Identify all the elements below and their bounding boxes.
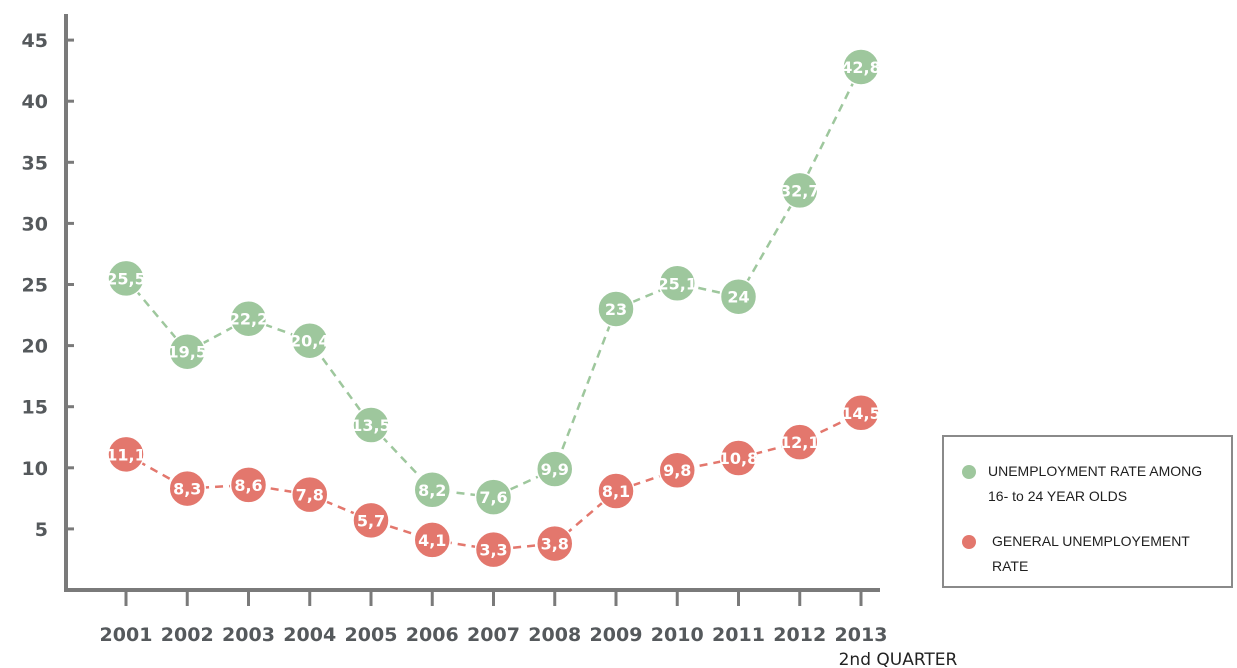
data-point-general — [597, 472, 635, 510]
data-point-general — [352, 501, 390, 540]
x-tick-label: 2005 — [345, 624, 398, 646]
y-tick-label: 35 — [22, 152, 48, 174]
data-label-youth: 9,9 — [541, 460, 569, 479]
data-point-youth — [597, 290, 635, 328]
data-point-youth — [658, 264, 696, 303]
axes — [64, 14, 880, 606]
x-tick-label: 2001 — [100, 624, 153, 646]
data-label-general: 12,1 — [780, 433, 819, 452]
legend-general-line2: RATE — [992, 558, 1029, 574]
data-point-youth — [352, 406, 390, 444]
data-label-youth: 22,2 — [229, 310, 268, 329]
data-point-youth — [168, 332, 206, 371]
data-point-general — [474, 530, 513, 569]
legend-label-general: GENERAL UNEMPLOYEMENT RATE — [992, 529, 1190, 579]
series-points: 25,5 19,5 22,2 20,4 13,5 8,2 7,6 9,9 23 25,1 24 32,… — [106, 48, 881, 569]
data-point-general — [291, 475, 329, 514]
data-label-general: 8,3 — [173, 480, 201, 499]
data-label-youth: 20,4 — [290, 332, 329, 351]
data-label-youth: 19,5 — [168, 343, 207, 362]
legend-label-youth: UNEMPLOYMENT RATE AMONG 16- to 24 YEAR O… — [988, 459, 1202, 509]
data-point-youth — [781, 171, 819, 210]
x-tick-label: 2010 — [651, 624, 704, 646]
y-tick-label: 25 — [22, 275, 48, 297]
data-point-general — [719, 439, 758, 477]
data-point-youth — [842, 48, 880, 86]
data-point-youth — [107, 259, 145, 298]
x-tick-label: 2002 — [161, 624, 214, 646]
data-label-youth: 23 — [605, 300, 627, 319]
y-tick-label: 15 — [22, 397, 48, 419]
data-label-general: 3,8 — [541, 535, 569, 554]
y-tick-label: 45 — [22, 30, 48, 52]
data-label-youth: 24 — [727, 288, 749, 307]
tick-labels: 5 10 15 20 25 30 35 40 45 2001 2002 2003 2004 2005 200… — [22, 30, 958, 668]
x-tick-label: 2011 — [712, 624, 765, 646]
data-label-general: 8,1 — [602, 482, 630, 501]
x-tick-sublabel: 2nd QUARTER — [839, 650, 958, 668]
data-label-youth: 32,7 — [780, 181, 819, 200]
data-point-general — [842, 394, 880, 432]
data-point-general — [536, 524, 574, 563]
data-point-youth — [474, 478, 513, 516]
y-tick-label: 40 — [22, 91, 48, 113]
x-tick-label: 2009 — [590, 624, 643, 646]
y-tick-label: 5 — [35, 519, 48, 541]
data-label-youth: 42,8 — [841, 58, 880, 77]
data-label-general: 11,1 — [106, 445, 145, 464]
data-point-general — [413, 521, 451, 559]
legend: UNEMPLOYMENT RATE AMONG 16- to 24 YEAR O… — [942, 435, 1233, 588]
data-label-youth: 13,5 — [351, 416, 390, 435]
legend-youth-line1: UNEMPLOYMENT RATE AMONG — [988, 463, 1203, 479]
data-label-youth: 8,2 — [418, 481, 446, 500]
data-label-general: 5,7 — [357, 511, 385, 530]
data-point-youth — [229, 299, 268, 338]
series-line-youth — [125, 66, 863, 499]
data-point-general — [229, 466, 268, 504]
data-label-general: 10,8 — [719, 449, 758, 468]
y-tick-label: 20 — [22, 336, 48, 358]
data-point-youth — [291, 321, 329, 360]
legend-entry-youth: UNEMPLOYMENT RATE AMONG 16- to 24 YEAR O… — [962, 463, 1223, 509]
x-tick-label: 2004 — [283, 624, 336, 646]
data-label-general: 14,5 — [841, 404, 880, 423]
legend-youth-line2: 16- to 24 YEAR OLDS — [988, 488, 1128, 504]
data-label-general: 9,8 — [663, 461, 691, 480]
y-tick-label: 10 — [22, 458, 48, 480]
x-tick-label: 2008 — [528, 624, 581, 646]
data-label-youth: 25,5 — [106, 269, 145, 288]
data-label-youth: 7,6 — [479, 488, 507, 507]
data-point-youth — [413, 471, 451, 509]
data-point-general — [168, 469, 206, 508]
legend-dot-general — [962, 535, 976, 549]
x-tick-label: 2013 — [835, 624, 888, 646]
data-point-general — [781, 423, 819, 461]
data-point-youth — [719, 277, 758, 316]
data-point-general — [107, 435, 145, 474]
data-point-general — [658, 451, 696, 489]
data-label-general: 3,3 — [479, 541, 507, 560]
data-label-general: 7,8 — [296, 486, 324, 505]
x-tick-label: 2007 — [467, 624, 520, 646]
data-point-youth — [536, 450, 574, 488]
data-label-general: 8,6 — [234, 476, 262, 495]
legend-general-line1: GENERAL UNEMPLOYEMENT — [992, 533, 1190, 549]
legend-entry-general: GENERAL UNEMPLOYEMENT RATE — [962, 533, 1223, 579]
legend-dot-youth — [962, 465, 976, 479]
x-tick-label: 2003 — [222, 624, 275, 646]
x-tick-label: 2006 — [406, 624, 459, 646]
data-label-youth: 25,1 — [658, 274, 697, 293]
y-tick-label: 30 — [22, 213, 48, 235]
data-label-general: 4,1 — [418, 531, 446, 550]
x-tick-label: 2012 — [773, 624, 826, 646]
